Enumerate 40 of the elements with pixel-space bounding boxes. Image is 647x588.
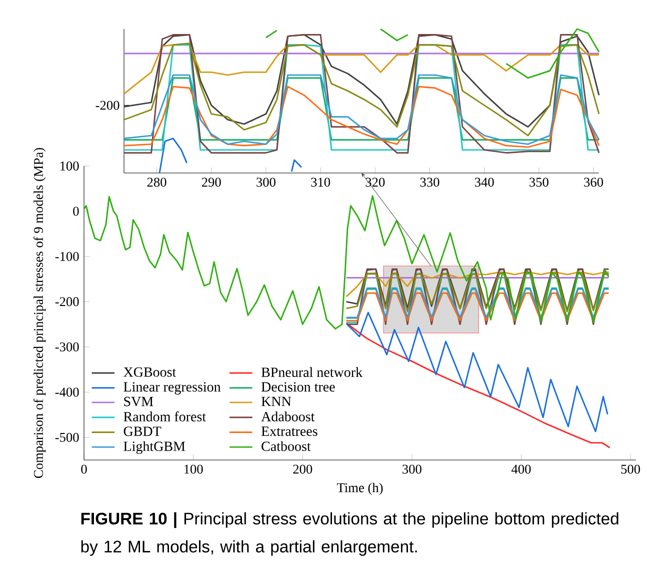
- x-tick-label: 290: [202, 178, 221, 187]
- x-tick-label: 500: [621, 464, 640, 474]
- y-tick-label: -300: [55, 342, 79, 352]
- legend-label: KNN: [261, 396, 292, 406]
- x-tick-label: 320: [366, 178, 385, 187]
- legend-label: Decision tree: [261, 382, 335, 392]
- legend-label: Random forest: [124, 411, 206, 422]
- x-tick-label: 400: [511, 464, 531, 474]
- x-tick-label: 200: [293, 464, 312, 474]
- x-tick-label: 280: [147, 178, 166, 187]
- line-series: [346, 272, 610, 298]
- legend-label: Extratrees: [261, 426, 318, 436]
- text: -200: [96, 100, 120, 110]
- x-tick-label: 300: [402, 464, 422, 474]
- legend-label: Linear regression: [124, 382, 221, 394]
- x-axis-title: Time (h): [336, 482, 383, 495]
- legend-label: XGBoost: [124, 367, 176, 377]
- y-tick-label: -100: [55, 252, 79, 261]
- x-tick-label: 100: [184, 464, 203, 474]
- y-tick-label: -200: [55, 297, 79, 306]
- x-tick-label: 310: [311, 178, 330, 187]
- legend-label: SVM: [124, 396, 154, 406]
- legend-label: LightGBM: [124, 441, 186, 454]
- text: FIGURE 10 | Principal stress evolutions at the pipeline bottom predicted by 12 ML models, with a partial enlargement.: [81, 512, 618, 556]
- x-tick-label: 360: [584, 178, 604, 187]
- legend-label: Catboost: [262, 441, 311, 452]
- y-tick-label: -400: [55, 388, 79, 397]
- y-tick-label: 100: [60, 162, 79, 170]
- x-tick-label: 340: [474, 178, 494, 187]
- legend-label: GBDT: [124, 426, 162, 436]
- y-tick-label: -500: [55, 432, 79, 442]
- legend-label: BPneural network: [261, 367, 363, 378]
- y-tick-label: 0: [73, 206, 79, 216]
- x-tick-label: 300: [256, 178, 276, 187]
- x-tick-label: 350: [530, 178, 548, 187]
- line-series: [83, 195, 610, 330]
- y-axis-title: Comparison of predicted principal stresses of 9 models (MPa): [33, 148, 46, 478]
- x-tick-label: 0: [81, 464, 87, 474]
- x-tick-label: 330: [420, 178, 440, 187]
- legend-label: Adaboost: [261, 411, 315, 422]
